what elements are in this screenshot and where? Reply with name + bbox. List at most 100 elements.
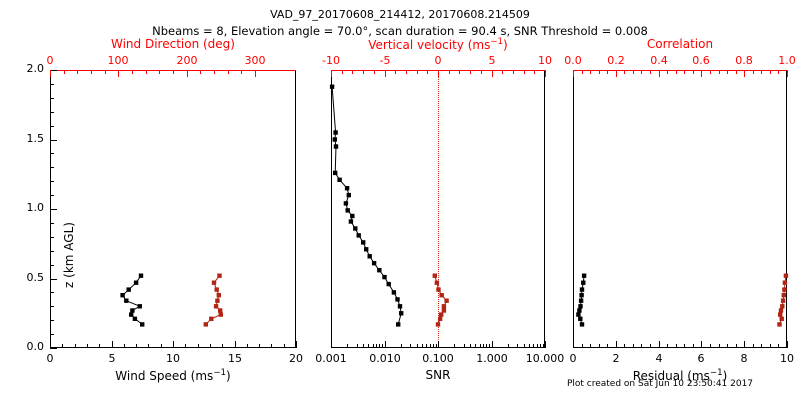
data-point	[344, 186, 350, 191]
data-point	[782, 280, 788, 285]
data-point	[578, 304, 583, 309]
top-axis-title-residual: Correlation	[646, 37, 714, 51]
data-point	[576, 312, 581, 317]
data-point	[578, 298, 584, 303]
top-axis-tick-label: 0	[434, 54, 442, 67]
data-point	[333, 170, 338, 176]
data-point	[434, 280, 440, 285]
top-axis-tick-label: 10	[538, 54, 552, 67]
x-axis-tick-label: 0.001	[315, 352, 347, 365]
data-point	[780, 304, 785, 309]
data-point	[214, 287, 219, 292]
data-point	[435, 322, 441, 327]
data-point	[137, 304, 142, 309]
x-axis-tick-label: 0.010	[369, 352, 401, 365]
data-point	[783, 273, 789, 278]
data-point	[377, 268, 382, 273]
data-point	[579, 293, 584, 298]
x-axis-tick-label: 4	[655, 352, 663, 365]
data-point	[781, 293, 786, 298]
data-point	[778, 312, 783, 317]
y-axis-tick-label: 1.5	[26, 132, 45, 145]
data-point	[581, 280, 586, 285]
data-point	[216, 293, 221, 298]
x-axis-title-residual: Residual (ms−1)	[632, 368, 728, 383]
data-point	[581, 273, 587, 278]
x-axis-tick-label: 1.000	[476, 352, 508, 365]
x-axis-title-wind: Wind Speed (ms−1)	[115, 368, 231, 383]
data-point	[396, 322, 401, 327]
data-point	[124, 298, 129, 303]
data-point	[140, 322, 145, 327]
x-axis-tick-label: 5	[108, 352, 116, 365]
data-point	[399, 311, 404, 316]
top-axis-tick-label: 0.6	[692, 54, 710, 67]
panel-residual	[573, 70, 789, 348]
y-axis-tick-label: 0.5	[26, 271, 45, 284]
data-point	[779, 316, 784, 321]
panel-wind: z (km AGL)	[50, 70, 296, 348]
data-point	[329, 84, 335, 89]
data-point	[432, 273, 437, 278]
data-point	[213, 304, 219, 309]
data-point	[579, 322, 585, 327]
top-axis-tick-label: 0.8	[735, 54, 753, 67]
data-point	[437, 316, 443, 321]
series-line	[205, 275, 222, 325]
data-point	[217, 273, 222, 278]
data-point	[353, 226, 358, 231]
data-point	[332, 137, 337, 142]
data-point	[218, 312, 223, 317]
x-axis-tick-label: 0	[569, 352, 577, 365]
top-axis-tick-label: 100	[107, 54, 129, 67]
data-point	[343, 201, 349, 206]
data-point	[371, 261, 377, 266]
data-point	[436, 287, 441, 292]
panel-wind-series	[120, 273, 223, 327]
x-axis-tick-label: 15	[228, 352, 242, 365]
data-point	[348, 219, 354, 224]
plot-creation-timestamp: Plot created on Sat Jun 10 23:50:41 2017	[566, 379, 754, 389]
data-point	[361, 240, 366, 245]
x-axis-tick-label: 0.100	[422, 352, 454, 365]
figure-title: VAD_97_20170608_214412, 20170608.214509	[270, 8, 530, 21]
zero-velocity-line	[438, 70, 439, 348]
data-point	[350, 213, 355, 219]
top-axis-tick-label: -5	[379, 54, 391, 67]
data-point	[364, 247, 369, 252]
data-point	[577, 308, 582, 313]
data-point	[382, 274, 387, 280]
data-point	[218, 308, 223, 313]
x-axis-tick-label: 2	[612, 352, 620, 365]
x-axis-tick-label: 10.000	[525, 352, 565, 365]
top-axis-tick-label: 0	[46, 54, 54, 67]
x-axis-title-snr: SNR	[425, 368, 451, 382]
top-axis-tick-label: 5	[488, 54, 496, 67]
top-axis-title-wind: Wind Direction (deg)	[111, 37, 235, 51]
data-point	[439, 312, 444, 317]
data-point	[346, 192, 351, 198]
data-point	[395, 297, 400, 302]
data-point	[120, 293, 125, 298]
x-axis-tick-label: 20	[289, 352, 303, 365]
x-axis-tick-label: 10	[166, 352, 180, 365]
data-point	[782, 287, 787, 292]
top-axis-tick-label: 0.0	[564, 54, 582, 67]
data-point	[441, 304, 447, 309]
x-axis-tick-label: 6	[697, 352, 705, 365]
top-axis-title-snr: Vertical velocity (ms−1)	[368, 37, 508, 52]
data-point	[126, 287, 131, 292]
data-point	[780, 298, 786, 303]
data-point	[391, 290, 397, 295]
data-point	[367, 254, 372, 259]
top-axis-tick-label: -10	[322, 54, 340, 67]
panel-residual-series	[576, 273, 789, 327]
data-point	[441, 308, 447, 313]
data-point	[439, 293, 444, 298]
x-axis-tick-label: 10	[780, 352, 794, 365]
x-axis-tick-label: 0	[46, 352, 54, 365]
data-point	[203, 322, 208, 327]
data-point	[215, 298, 220, 303]
y-axis-tick-label: 2.0	[26, 62, 45, 75]
